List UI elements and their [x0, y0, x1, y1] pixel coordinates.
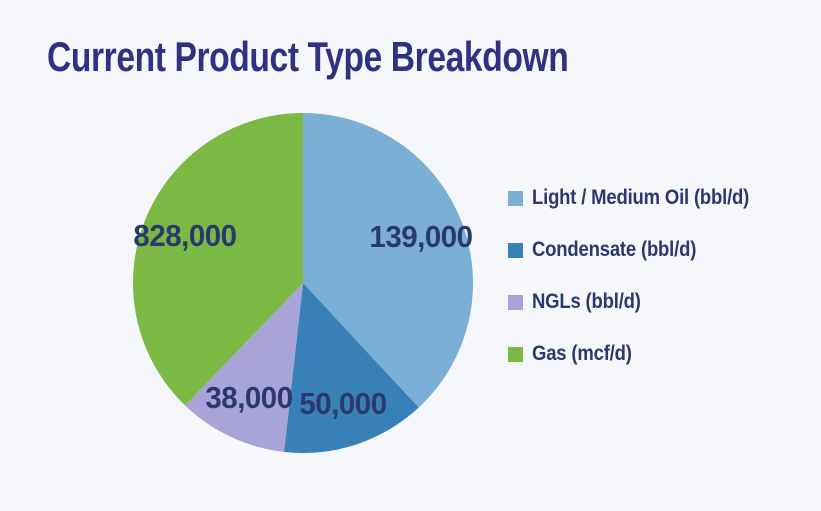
legend-item: Light / Medium Oil (bbl/d)	[508, 183, 779, 213]
legend-item-label: NGLs (bbl/d)	[532, 290, 641, 313]
page-title: Current Product Type Breakdown	[47, 33, 569, 80]
legend-item: Gas (mcf/d)	[508, 339, 779, 369]
legend-item: Condensate (bbl/d)	[508, 235, 779, 265]
legend-item-label: Condensate (bbl/d)	[532, 238, 697, 261]
legend: Light / Medium Oil (bbl/d) Condensate (bb…	[508, 183, 779, 369]
pie-slice	[303, 113, 474, 408]
pie-slice	[133, 113, 303, 406]
legend-item-label: Light / Medium Oil (bbl/d)	[532, 186, 750, 209]
legend-color-swatch	[508, 190, 523, 206]
pie-slice	[185, 283, 303, 452]
legend-color-swatch	[508, 242, 523, 258]
legend-color-swatch	[508, 346, 523, 362]
legend-item-label: Gas (mcf/d)	[532, 342, 632, 365]
legend-item: NGLs (bbl/d)	[508, 287, 779, 317]
legend-color-swatch	[508, 294, 523, 310]
pie-slice	[284, 283, 419, 454]
